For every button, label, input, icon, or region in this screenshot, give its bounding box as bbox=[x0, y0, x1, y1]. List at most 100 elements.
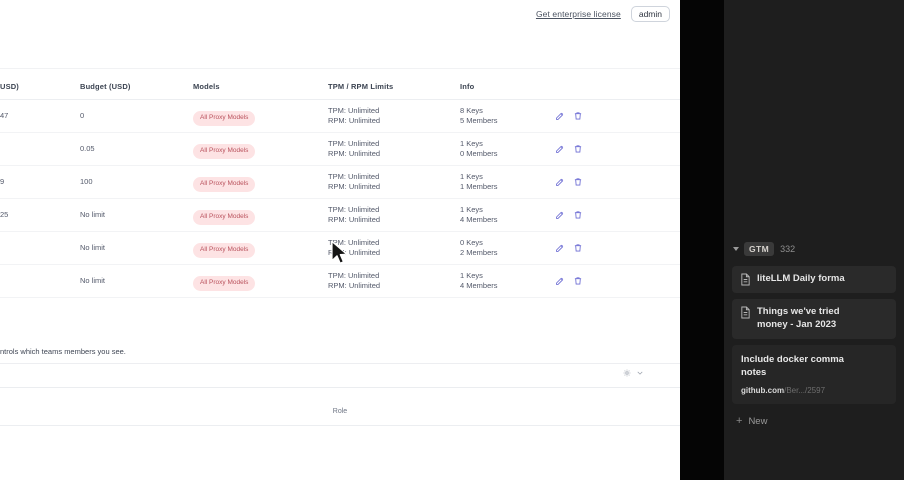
plus-icon: + bbox=[736, 414, 743, 427]
cell-budget: No limit bbox=[80, 243, 106, 253]
gtm-count: 332 bbox=[780, 244, 796, 254]
models-badge: All Proxy Models bbox=[193, 210, 256, 225]
teams-table: USD) Budget (USD) Models TPM / RPM Limit… bbox=[0, 74, 680, 298]
team-visibility-note: ntrols which teams members you see. bbox=[0, 347, 126, 356]
column-header-spend: USD) bbox=[0, 82, 19, 91]
table-row[interactable]: 0.05 All Proxy Models TPM: Unlimited RPM… bbox=[0, 133, 680, 166]
top-divider bbox=[0, 68, 680, 69]
gtm-badge: GTM bbox=[744, 242, 775, 256]
rpm-value: RPM: Unlimited bbox=[328, 215, 381, 224]
cell-limits: TPM: Unlimited RPM: Unlimited bbox=[328, 205, 460, 224]
gear-icon[interactable] bbox=[623, 369, 631, 377]
chevron-down-icon[interactable] bbox=[636, 369, 644, 377]
right-sidebar-pane: GTM 332 liteLLM Daily forma Things we've… bbox=[724, 0, 904, 480]
cell-budget: 0 bbox=[80, 111, 85, 121]
delete-icon[interactable] bbox=[573, 144, 583, 154]
cell-limits: TPM: Unlimited RPM: Unlimited bbox=[328, 271, 460, 290]
models-badge: All Proxy Models bbox=[193, 177, 256, 192]
cell-models: All Proxy Models bbox=[193, 205, 328, 225]
table-row[interactable]: 9 100 All Proxy Models TPM: Unlimited RP… bbox=[0, 166, 680, 199]
delete-icon[interactable] bbox=[573, 210, 583, 220]
document-icon bbox=[740, 306, 751, 319]
models-badge: All Proxy Models bbox=[193, 144, 256, 159]
keys-count: 1 Keys bbox=[460, 172, 483, 182]
list-item[interactable]: liteLLM Daily forma bbox=[732, 266, 896, 293]
cell-budget: No limit bbox=[80, 210, 106, 220]
edit-icon[interactable] bbox=[555, 276, 565, 286]
cell-info: 8 Keys 5 Members bbox=[460, 106, 555, 125]
members-count: 1 Members bbox=[460, 182, 498, 191]
keys-count: 1 Keys bbox=[460, 139, 483, 149]
delete-icon[interactable] bbox=[573, 243, 583, 253]
new-item-button[interactable]: + New bbox=[736, 414, 904, 427]
cell-models: All Proxy Models bbox=[193, 106, 328, 126]
main-app-pane: Get enterprise license admin USD) Budget… bbox=[0, 0, 680, 480]
divider-upper bbox=[0, 363, 680, 364]
delete-icon[interactable] bbox=[573, 111, 583, 121]
cell-actions bbox=[555, 210, 680, 220]
edit-icon[interactable] bbox=[555, 210, 565, 220]
members-count: 2 Members bbox=[460, 248, 498, 257]
table-row[interactable]: 47 0 All Proxy Models TPM: Unlimited RPM… bbox=[0, 100, 680, 133]
column-header-models: Models bbox=[193, 82, 220, 91]
members-count: 0 Members bbox=[460, 149, 498, 158]
members-count: 5 Members bbox=[460, 116, 498, 125]
edit-icon[interactable] bbox=[555, 144, 565, 154]
table-row[interactable]: No limit All Proxy Models TPM: Unlimited… bbox=[0, 232, 680, 265]
divider-bottom bbox=[0, 425, 680, 426]
note-card-title: Include docker comma notes bbox=[741, 353, 844, 378]
column-header-info: Info bbox=[460, 82, 475, 91]
members-table-header-row: Role bbox=[0, 400, 680, 422]
cell-spend: 9 bbox=[0, 177, 5, 187]
cell-actions bbox=[555, 243, 680, 253]
list-item[interactable]: Things we've tried money - Jan 2023 bbox=[732, 299, 896, 339]
rpm-value: RPM: Unlimited bbox=[328, 248, 381, 257]
gtm-group: GTM 332 liteLLM Daily forma Things we've… bbox=[724, 238, 904, 427]
delete-icon[interactable] bbox=[573, 276, 583, 286]
admin-button[interactable]: admin bbox=[630, 5, 670, 23]
get-enterprise-license-link[interactable]: Get enterprise license bbox=[535, 9, 621, 19]
cell-spend: 47 bbox=[0, 111, 9, 121]
top-bar: Get enterprise license admin bbox=[0, 0, 680, 28]
link-path: /Ber.../2597 bbox=[784, 385, 826, 395]
cell-actions bbox=[555, 111, 680, 121]
cell-limits: TPM: Unlimited RPM: Unlimited bbox=[328, 238, 460, 257]
note-card[interactable]: Include docker comma notes github.com/Ber… bbox=[732, 344, 896, 404]
cell-models: All Proxy Models bbox=[193, 238, 328, 258]
rpm-value: RPM: Unlimited bbox=[328, 182, 381, 191]
members-count: 4 Members bbox=[460, 215, 498, 224]
cell-models: All Proxy Models bbox=[193, 139, 328, 159]
table-row[interactable]: No limit All Proxy Models TPM: Unlimited… bbox=[0, 265, 680, 298]
cell-models: All Proxy Models bbox=[193, 172, 328, 192]
cell-info: 1 Keys 4 Members bbox=[460, 205, 555, 224]
models-badge: All Proxy Models bbox=[193, 276, 256, 291]
rpm-value: RPM: Unlimited bbox=[328, 281, 381, 290]
new-item-label: New bbox=[748, 415, 768, 427]
cell-info: 0 Keys 2 Members bbox=[460, 238, 555, 257]
cell-actions bbox=[555, 144, 680, 154]
gtm-group-header[interactable]: GTM 332 bbox=[724, 238, 904, 260]
settings-control-group bbox=[623, 369, 644, 377]
document-icon bbox=[740, 273, 751, 286]
tpm-value: TPM: Unlimited bbox=[328, 139, 380, 149]
delete-icon[interactable] bbox=[573, 177, 583, 187]
table-row[interactable]: 25 No limit All Proxy Models TPM: Unlimi… bbox=[0, 199, 680, 232]
cell-info: 1 Keys 4 Members bbox=[460, 271, 555, 290]
keys-count: 8 Keys bbox=[460, 106, 483, 116]
cell-budget: No limit bbox=[80, 276, 106, 286]
chevron-down-icon[interactable] bbox=[733, 247, 739, 251]
note-card-link[interactable]: github.com/Ber.../2597 bbox=[741, 386, 887, 395]
edit-icon[interactable] bbox=[555, 243, 565, 253]
cell-info: 1 Keys 0 Members bbox=[460, 139, 555, 158]
link-domain: github.com bbox=[741, 385, 785, 395]
edit-icon[interactable] bbox=[555, 177, 565, 187]
edit-icon[interactable] bbox=[555, 111, 565, 121]
models-badge: All Proxy Models bbox=[193, 111, 256, 126]
cell-info: 1 Keys 1 Members bbox=[460, 172, 555, 191]
column-header-limits: TPM / RPM Limits bbox=[328, 82, 394, 91]
column-header-role: Role bbox=[332, 407, 348, 415]
column-header-budget: Budget (USD) bbox=[80, 82, 131, 91]
divider-lower bbox=[0, 387, 680, 388]
keys-count: 1 Keys bbox=[460, 271, 483, 281]
